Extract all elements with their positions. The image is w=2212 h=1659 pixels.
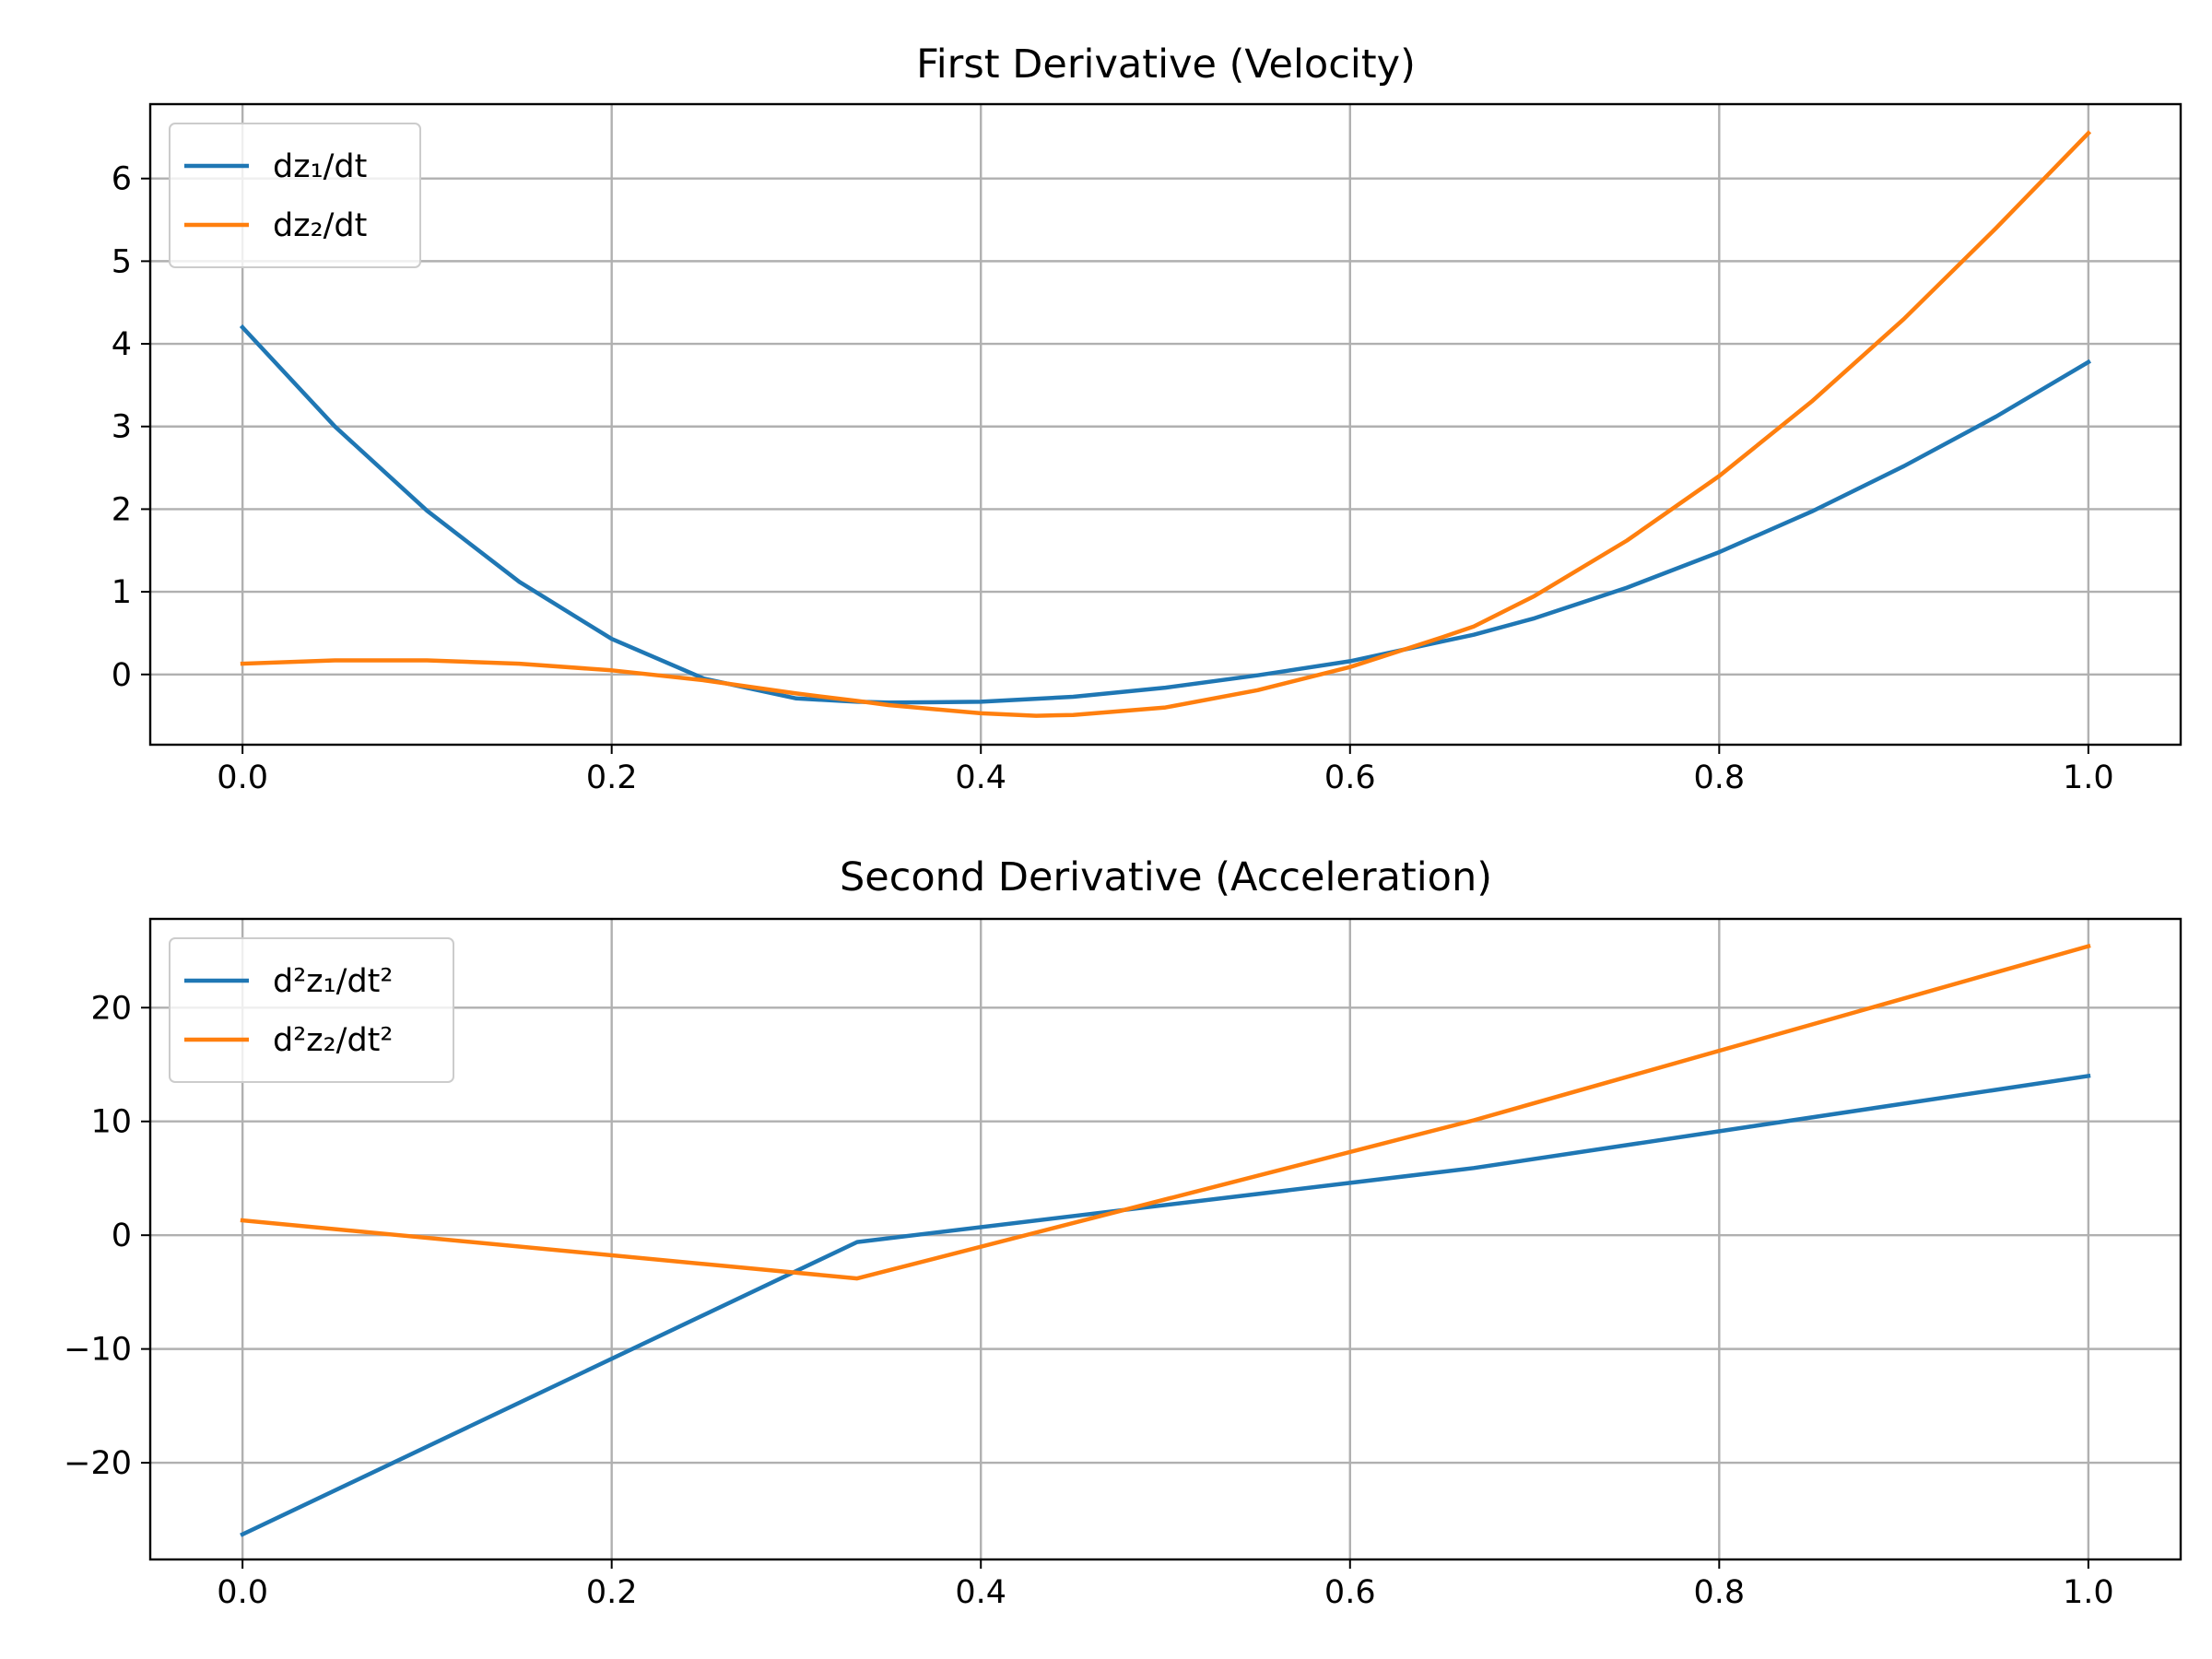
velocity-chart-title: First Derivative (Velocity)	[916, 41, 1416, 88]
acceleration-chart-title: Second Derivative (Acceleration)	[840, 854, 1492, 900]
velocity-legend-label-2: dz₂/dt	[273, 207, 367, 244]
acceleration-x-tick-label: 0.2	[586, 1574, 638, 1611]
velocity-legend-box	[169, 123, 421, 268]
acceleration-y-tick-label: 20	[90, 990, 132, 1027]
acceleration-y-tick-label: 10	[90, 1104, 132, 1141]
velocity-x-tick-label: 0.0	[217, 759, 268, 796]
velocity-y-tick-label: 3	[112, 409, 132, 446]
velocity-legend: dz₁/dt dz₂/dt	[169, 123, 421, 268]
velocity-y-tick-label: 4	[112, 326, 132, 363]
acceleration-series-line-1	[240, 1073, 2091, 1537]
velocity-y-tick-label: 1	[112, 574, 132, 611]
velocity-y-tick-label: 2	[112, 491, 132, 528]
velocity-x-tick-label: 0.2	[586, 759, 638, 796]
acceleration-y-tick-label: 0	[112, 1218, 132, 1254]
acceleration-x-tick-label: 0.6	[1324, 1574, 1376, 1611]
velocity-y-tick-label: 5	[112, 243, 132, 280]
acceleration-plot-frame	[148, 917, 2183, 1561]
velocity-x-tick-label: 1.0	[2063, 759, 2114, 796]
acceleration-y-tick-label: −20	[64, 1445, 132, 1482]
velocity-plot-frame	[148, 102, 2183, 747]
acceleration-subplot: Second Derivative (Acceleration) 0.0 0.2 0…	[64, 854, 2183, 1611]
velocity-x-tick-label: 0.4	[955, 759, 1006, 796]
velocity-legend-label-1: dz₁/dt	[273, 148, 367, 185]
velocity-subplot: First Derivative (Velocity) 0.0 0.2 0.4 0.6…	[112, 41, 2183, 796]
velocity-series-line-2	[240, 130, 2092, 718]
velocity-y-tick-label: 6	[112, 161, 132, 198]
acceleration-x-tick-label: 0.8	[1693, 1574, 1745, 1611]
acceleration-legend-label-1: d²z₁/dt²	[273, 963, 393, 1000]
acceleration-legend: d²z₁/dt² d²z₂/dt²	[169, 937, 454, 1083]
acceleration-x-tick-label: 1.0	[2063, 1574, 2114, 1611]
velocity-series-line-1	[239, 324, 2091, 705]
acceleration-legend-box	[169, 937, 454, 1083]
acceleration-legend-label-2: d²z₂/dt²	[273, 1022, 393, 1059]
acceleration-x-tick-label: 0.4	[955, 1574, 1006, 1611]
velocity-x-tick-label: 0.6	[1324, 759, 1376, 796]
acceleration-y-tick-label: −10	[64, 1332, 132, 1369]
acceleration-x-tick-label: 0.0	[217, 1574, 268, 1611]
velocity-y-tick-label: 0	[112, 657, 132, 694]
acceleration-series-line-2	[240, 943, 2091, 1281]
velocity-x-tick-label: 0.8	[1693, 759, 1745, 796]
